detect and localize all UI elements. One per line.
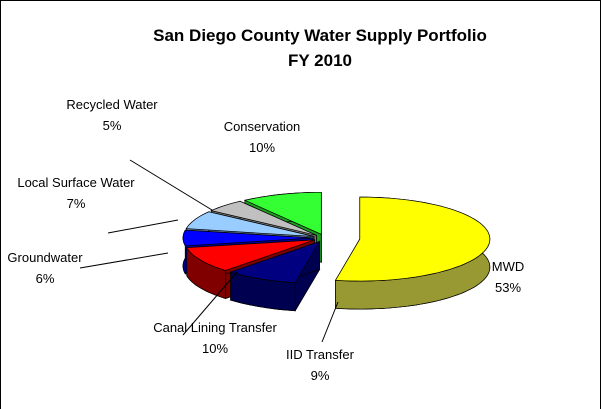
slice [186, 239, 315, 271]
leader-line [129, 159, 213, 211]
value-label: 53% [494, 280, 522, 295]
slice [185, 211, 315, 237]
slice [182, 229, 314, 247]
value-label: 6% [35, 271, 55, 286]
value-label: 10% [248, 140, 276, 155]
chart-subtitle: FY 2010 [288, 51, 352, 70]
category-label: MWD [491, 259, 525, 274]
category-label: IID Transfer [286, 347, 354, 362]
slice-label: Recycled Water 5% [62, 94, 162, 136]
slice [229, 240, 321, 284]
slice [334, 196, 491, 282]
slice-label: MWD 53% [478, 256, 538, 298]
value-label: 7% [66, 196, 86, 211]
leader-line [79, 252, 169, 269]
slice-label: Conservation 10% [202, 116, 322, 158]
value-label: 5% [102, 118, 122, 133]
category-label: Groundwater [7, 250, 83, 265]
category-label: Canal Lining Transfer [153, 320, 277, 335]
slice-label: Canal Lining Transfer 10% [150, 317, 280, 359]
category-label: Recycled Water [66, 97, 158, 112]
slice [243, 191, 322, 235]
leader-line [107, 219, 179, 234]
category-label: Conservation [223, 119, 301, 134]
category-label: Local Surface Water [17, 175, 135, 190]
slice-label: Groundwater 6% [0, 247, 90, 289]
slice-label: IID Transfer 9% [270, 344, 370, 386]
value-label: 9% [310, 368, 330, 383]
value-label: 10% [201, 341, 229, 356]
slice-label: Local Surface Water 7% [16, 172, 136, 214]
chart-title: San Diego County Water Supply Portfolio [153, 26, 487, 45]
leader-line [182, 271, 238, 336]
leader-line [321, 301, 339, 343]
slice [210, 200, 317, 236]
